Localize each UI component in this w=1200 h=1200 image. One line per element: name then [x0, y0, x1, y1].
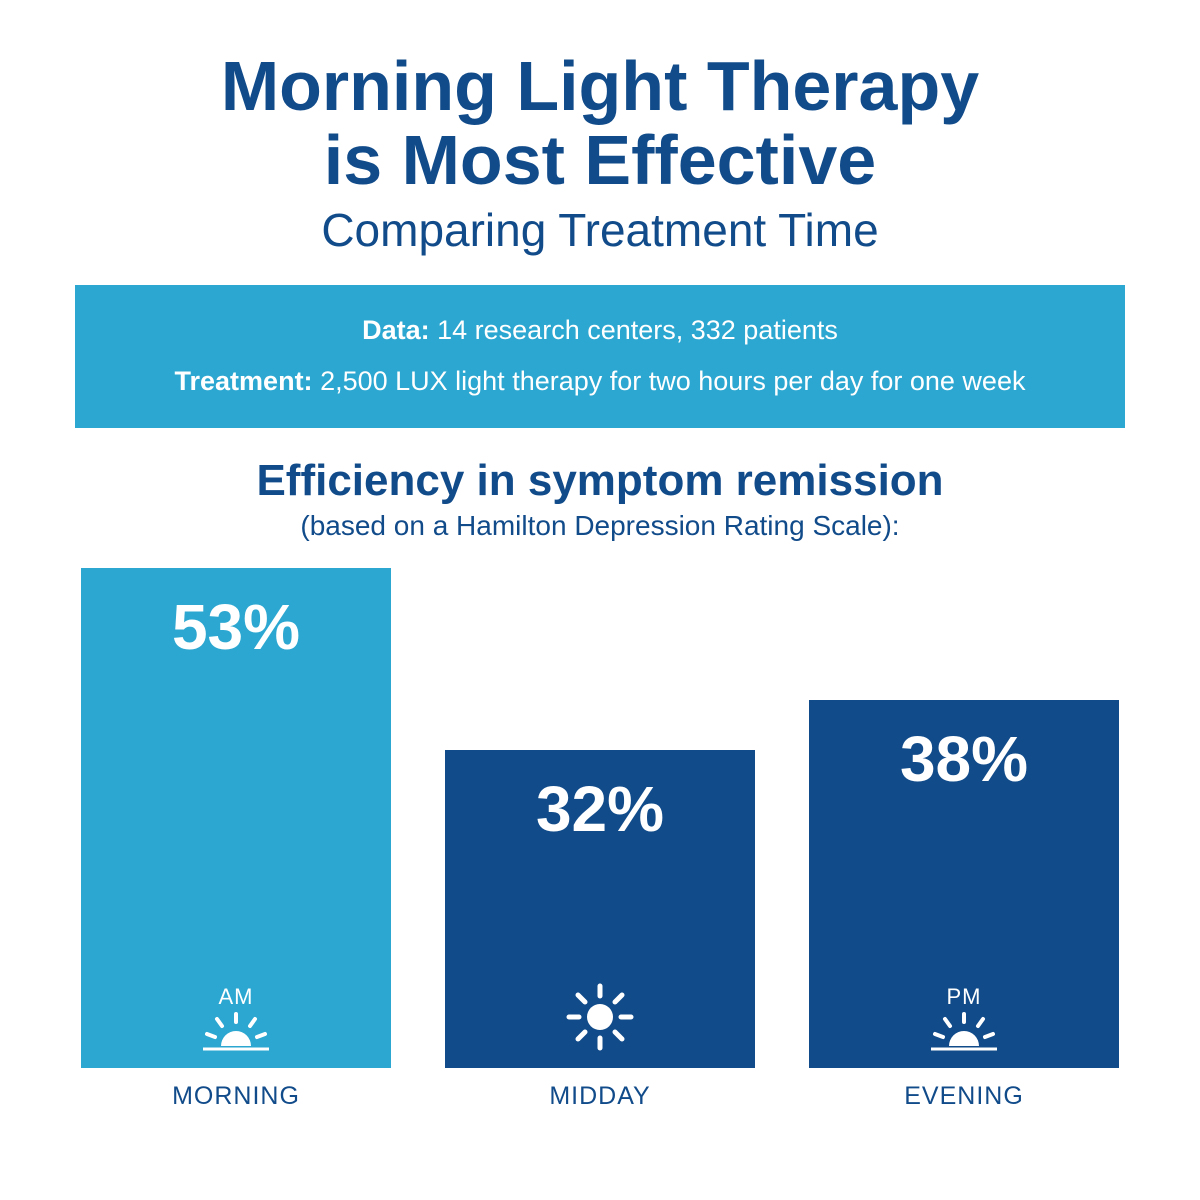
bar-value: 38%: [900, 722, 1028, 796]
bar-midday: 32%: [445, 750, 755, 1068]
bar-label: MORNING: [172, 1082, 300, 1111]
icon-slot-morning: AM: [201, 984, 271, 1052]
bar-chart: 53% AM MORNING 32%: [75, 568, 1125, 1111]
data-box-line-2: Treatment: 2,500 LUX light therapy for t…: [93, 356, 1107, 407]
treatment-text: 2,500 LUX light therapy for two hours pe…: [313, 366, 1026, 396]
data-box: Data: 14 research centers, 332 patients …: [75, 285, 1125, 428]
bar-morning: 53% AM: [81, 568, 391, 1068]
sunrise-icon: [201, 1012, 271, 1052]
bar-value: 32%: [536, 772, 664, 846]
bar-evening: 38% PM: [809, 700, 1119, 1068]
sunset-icon: [929, 1012, 999, 1052]
bar-label: EVENING: [904, 1082, 1024, 1111]
section-title: Efficiency in symptom remission: [75, 456, 1125, 506]
data-box-line-1: Data: 14 research centers, 332 patients: [93, 305, 1107, 356]
title-line-1: Morning Light Therapy: [221, 47, 979, 125]
icon-slot-evening: PM: [929, 984, 999, 1052]
title-line-2: is Most Effective: [324, 121, 876, 199]
bar-wrap-evening: 38% PM EVENING: [809, 700, 1119, 1111]
treatment-label: Treatment:: [175, 366, 313, 396]
ampm-label: AM: [219, 984, 254, 1010]
data-label: Data:: [362, 315, 430, 345]
bar-label: MIDDAY: [549, 1082, 650, 1111]
bar-value: 53%: [172, 590, 300, 664]
section-sub: (based on a Hamilton Depression Rating S…: [75, 510, 1125, 542]
icon-slot-midday: [565, 982, 635, 1052]
sun-icon: [565, 982, 635, 1052]
data-text: 14 research centers, 332 patients: [430, 315, 838, 345]
bar-wrap-midday: 32% MIDDAY: [445, 750, 755, 1111]
bar-wrap-morning: 53% AM MORNING: [81, 568, 391, 1111]
ampm-label: PM: [947, 984, 982, 1010]
page-title: Morning Light Therapy is Most Effective: [75, 50, 1125, 197]
page-subtitle: Comparing Treatment Time: [75, 203, 1125, 257]
